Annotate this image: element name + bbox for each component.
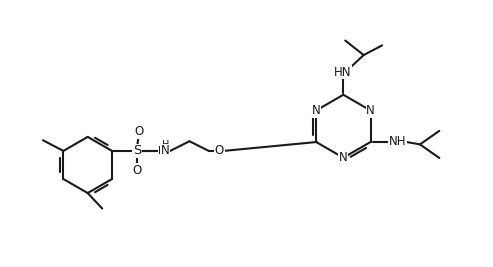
Text: N: N xyxy=(312,104,320,117)
Text: H: H xyxy=(158,146,166,156)
Text: N: N xyxy=(161,144,170,158)
Text: H: H xyxy=(162,140,169,150)
Text: NH: NH xyxy=(389,135,406,148)
Text: N: N xyxy=(366,104,375,117)
Text: N: N xyxy=(339,151,348,164)
Text: O: O xyxy=(134,125,143,138)
Text: O: O xyxy=(215,144,224,158)
Text: HN: HN xyxy=(334,65,351,78)
Text: S: S xyxy=(133,144,141,158)
Text: O: O xyxy=(133,164,142,177)
